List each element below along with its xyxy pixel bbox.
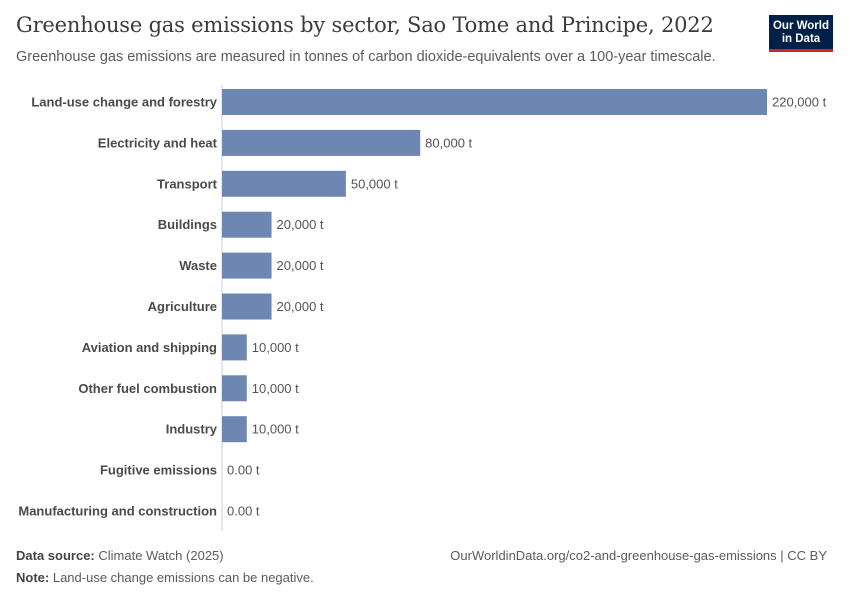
category-label: Agriculture	[148, 299, 217, 314]
chart-subtitle: Greenhouse gas emissions are measured in…	[16, 49, 716, 65]
note-label: Note:	[16, 570, 50, 585]
category-label: Aviation and shipping	[82, 340, 217, 355]
value-label: 80,000 t	[425, 135, 472, 150]
data-source: Data source: Climate Watch (2025)	[16, 548, 224, 563]
value-label: 20,000 t	[277, 217, 324, 232]
category-label: Transport	[157, 176, 218, 191]
bar[interactable]	[222, 129, 421, 156]
note-text: Land-use change emissions can be negativ…	[52, 570, 314, 585]
bar[interactable]	[222, 334, 247, 361]
value-label: 0.00 t	[227, 504, 260, 519]
source-url[interactable]: OurWorldinData.org/co2-and-greenhouse-ga…	[450, 548, 827, 563]
chart-note: Note: Land-use change emissions can be n…	[16, 570, 314, 585]
bar[interactable]	[222, 375, 247, 402]
category-label: Land-use change and forestry	[31, 95, 217, 110]
bar[interactable]	[222, 89, 767, 115]
logo-line-1: Our World	[772, 20, 829, 32]
bar[interactable]	[222, 211, 272, 238]
category-label: Waste	[179, 258, 217, 273]
bar[interactable]	[222, 293, 272, 320]
value-label: 10,000 t	[252, 340, 299, 355]
source-link[interactable]: Climate Watch (2025)	[98, 548, 224, 563]
source-label: Data source:	[16, 548, 95, 563]
logo-line-2: in Data	[781, 33, 821, 45]
value-label: 10,000 t	[252, 381, 299, 396]
bar[interactable]	[222, 252, 272, 279]
category-label: Fugitive emissions	[100, 463, 217, 478]
category-label: Manufacturing and construction	[18, 504, 217, 519]
category-label: Other fuel combustion	[78, 381, 217, 396]
category-label: Electricity and heat	[98, 135, 218, 150]
chart-title: Greenhouse gas emissions by sector, Sao …	[16, 13, 714, 37]
value-label: 20,000 t	[277, 299, 324, 314]
bar-chart: Land-use change and forestry 220,000 t Ele…	[18, 85, 827, 531]
category-label: Industry	[166, 422, 218, 437]
value-label: 10,000 t	[252, 422, 299, 437]
value-label: 20,000 t	[277, 258, 324, 273]
value-label: 50,000 t	[351, 176, 398, 191]
value-label: 0.00 t	[227, 463, 260, 478]
bar[interactable]	[222, 170, 346, 197]
category-label: Buildings	[158, 217, 217, 232]
bar[interactable]	[222, 416, 247, 443]
owid-logo[interactable]: Our World in Data	[769, 15, 833, 52]
value-label: 220,000 t	[772, 95, 827, 110]
